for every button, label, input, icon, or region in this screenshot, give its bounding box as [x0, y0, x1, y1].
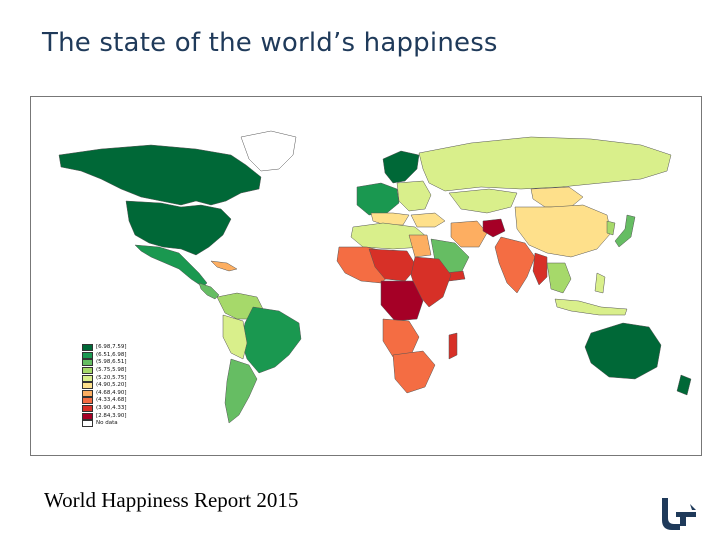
region-east-africa	[410, 256, 452, 308]
university-logo-icon	[662, 498, 696, 530]
region-new-zealand	[676, 374, 692, 396]
region-egypt	[408, 234, 432, 258]
region-madagascar	[448, 332, 458, 360]
legend-label: No data	[96, 420, 118, 427]
region-peru-bolivia	[222, 314, 248, 360]
legend-item: [6.98,7.59]	[82, 344, 127, 352]
legend-label: [6.98,7.59]	[96, 344, 127, 351]
region-usa	[125, 200, 232, 256]
legend-swatch	[82, 412, 93, 420]
legend-item: (4.33,4.68]	[82, 397, 127, 405]
legend-swatch	[82, 382, 93, 390]
legend-swatch	[82, 351, 93, 359]
region-western-europe	[356, 182, 400, 216]
legend-swatch	[82, 374, 93, 382]
region-korea	[606, 220, 616, 236]
region-southern-europe	[370, 212, 410, 226]
region-australia	[584, 322, 662, 380]
legend-swatch	[82, 359, 93, 367]
legend-swatch	[82, 405, 93, 413]
legend-label: (5.20,5.75]	[96, 374, 127, 381]
region-iran	[450, 220, 488, 248]
legend-item: (5.20,5.75]	[82, 374, 127, 382]
region-japan	[614, 214, 636, 248]
legend-swatch	[82, 344, 93, 352]
region-central-america	[198, 282, 220, 300]
legend-swatch	[82, 420, 93, 428]
legend-label: (4.68,4.90]	[96, 389, 127, 396]
legend-swatch	[82, 367, 93, 375]
legend-item: (6.51,6.98]	[82, 351, 127, 360]
region-southern-africa	[392, 350, 436, 394]
world-happiness-map: [6.98,7.59] (6.51,6.98] (5.98,6.51] (5.75,5…	[30, 96, 702, 456]
region-greenland	[240, 130, 297, 172]
region-eastern-europe	[396, 180, 432, 212]
legend-item: (3.90,4.33]	[82, 405, 127, 413]
region-indonesia	[554, 298, 628, 316]
legend-item: No data	[82, 420, 127, 428]
legend-label: (5.75,5.98]	[96, 367, 127, 374]
legend-label: (3.90,4.33]	[96, 405, 127, 412]
region-turkey	[410, 212, 446, 228]
region-russia	[418, 136, 672, 192]
legend-item: (4.90,5.20]	[82, 382, 127, 390]
region-mongolia	[530, 186, 584, 208]
legend-item: (5.75,5.98]	[82, 367, 127, 375]
region-scandinavia	[382, 150, 420, 184]
legend-item: [2.84,3.90]	[82, 412, 127, 420]
world-map-svg	[58, 130, 692, 424]
region-kazakhstan	[448, 188, 518, 214]
region-argentina-chile	[224, 358, 258, 424]
region-central-africa	[380, 280, 424, 322]
legend-label: (4.33,4.68]	[96, 397, 127, 404]
region-brazil	[240, 306, 302, 374]
region-thailand-vietnam	[546, 262, 572, 294]
region-india	[494, 236, 536, 294]
legend-swatch	[82, 397, 93, 405]
region-afghanistan	[482, 218, 506, 238]
legend-label: (5.98,6.51]	[96, 359, 127, 366]
region-china	[514, 204, 612, 258]
region-congo-angola	[382, 318, 420, 358]
legend-label: [2.84,3.90]	[96, 412, 127, 419]
map-legend: [6.98,7.59] (6.51,6.98] (5.98,6.51] (5.75,5…	[82, 344, 127, 428]
region-caribbean	[210, 260, 238, 272]
slide-footer: World Happiness Report 2015	[44, 488, 299, 512]
legend-item: (5.98,6.51]	[82, 359, 127, 367]
region-myanmar	[532, 252, 548, 286]
legend-label: (4.90,5.20]	[96, 382, 127, 389]
legend-swatch	[82, 389, 93, 397]
legend-item: (4.68,4.90]	[82, 389, 127, 398]
slide-title: The state of the world’s happiness	[42, 28, 498, 58]
legend-label: (6.51,6.98]	[96, 351, 127, 358]
region-canada	[58, 144, 262, 206]
region-philippines	[594, 272, 606, 294]
